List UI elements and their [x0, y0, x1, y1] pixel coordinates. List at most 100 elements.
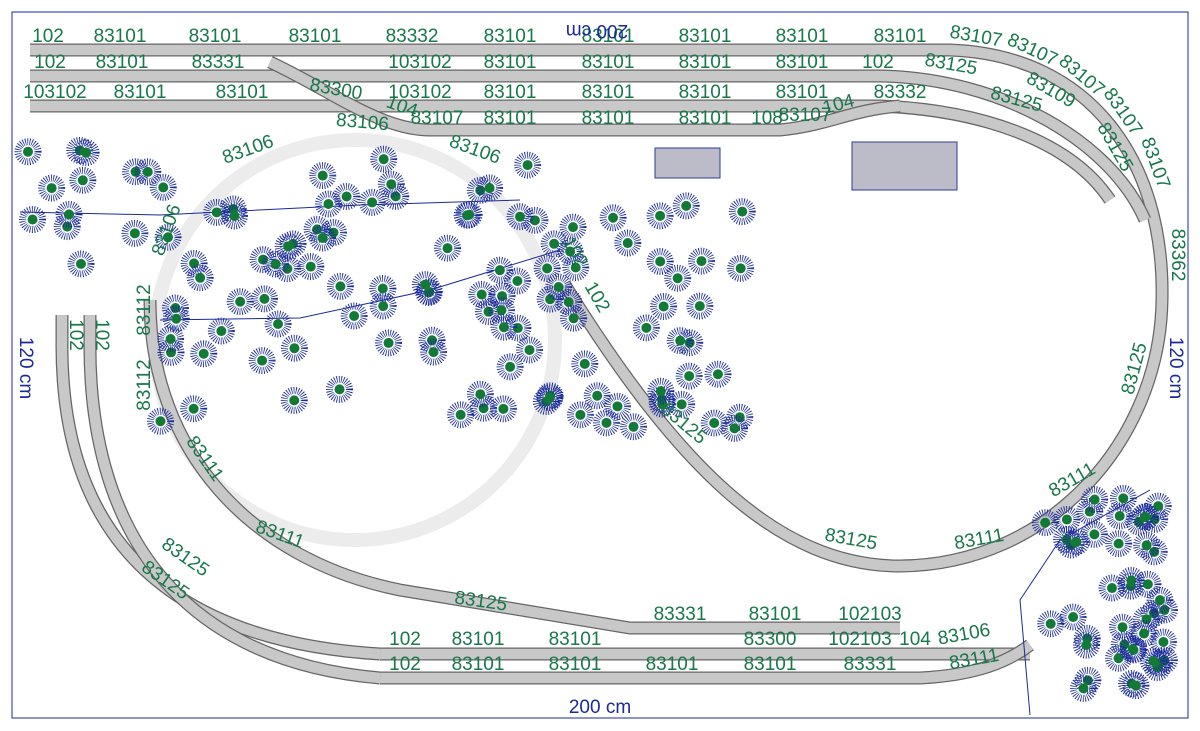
tree — [424, 286, 435, 297]
tree-crown — [447, 401, 475, 429]
tree-crown — [632, 314, 660, 342]
track-label: 83101 — [646, 654, 699, 675]
tree — [545, 294, 556, 305]
tree — [257, 355, 268, 366]
tree-crown — [583, 382, 611, 410]
track-label: 83101 — [189, 26, 242, 47]
tree-crown — [420, 338, 448, 366]
tree-crown — [309, 224, 337, 252]
track-label: 83101 — [96, 52, 149, 73]
tree — [273, 319, 284, 330]
tree-crown — [470, 394, 498, 422]
tree-crown — [69, 166, 97, 194]
tree-crown — [726, 403, 754, 431]
tree-crown — [1105, 530, 1133, 558]
track — [30, 44, 1168, 572]
tree-crown — [1080, 520, 1108, 548]
tree — [1106, 583, 1117, 594]
tree — [1154, 595, 1165, 606]
tree-crown — [369, 275, 397, 303]
tree-crown — [728, 198, 756, 226]
tree-crown — [1130, 620, 1158, 648]
tree-crown — [1109, 613, 1137, 641]
tree — [142, 166, 153, 177]
tree-crown — [556, 237, 584, 265]
track-label: 83101 — [549, 629, 602, 650]
tree-crown — [664, 264, 692, 292]
tree-crown — [1053, 506, 1081, 534]
track-label: 83332 — [874, 82, 927, 103]
tree — [386, 179, 397, 190]
track-label: 83101 — [452, 654, 505, 675]
tree-crown — [620, 413, 648, 441]
tree — [229, 211, 240, 222]
tree-crown — [1143, 654, 1171, 682]
building — [851, 141, 958, 191]
track-label: 83107 — [411, 108, 464, 129]
track-label: 103102 — [388, 52, 451, 73]
track — [30, 100, 1115, 203]
tree — [709, 418, 720, 429]
track — [84, 315, 381, 684]
tree-crown — [476, 174, 504, 202]
tree — [622, 238, 633, 249]
tree — [575, 409, 586, 420]
tree-crown — [1072, 631, 1100, 659]
tree-crown — [333, 183, 361, 211]
tree — [1061, 514, 1072, 525]
track — [56, 315, 381, 660]
tree — [529, 215, 540, 226]
tree — [317, 233, 328, 244]
tree-crown — [700, 409, 728, 437]
tree-crown — [280, 386, 308, 414]
tree — [579, 358, 590, 369]
track-label: 83101 — [452, 629, 505, 650]
tree — [317, 170, 328, 181]
tree — [735, 263, 746, 274]
track-label: 83101 — [679, 26, 732, 47]
track-label: 102103 — [828, 629, 891, 650]
track-label: 83101 — [776, 82, 829, 103]
tree — [1081, 640, 1092, 651]
tree — [75, 258, 86, 269]
tree — [1078, 683, 1089, 694]
tree — [608, 212, 619, 223]
tree — [478, 403, 489, 414]
tree — [1118, 493, 1129, 504]
tree — [544, 392, 555, 403]
tree — [496, 305, 507, 316]
tree — [628, 421, 639, 432]
tree — [694, 301, 705, 312]
tree — [1126, 575, 1137, 586]
track-label: 102 — [389, 629, 421, 650]
tree — [420, 279, 431, 290]
tree-crown — [411, 271, 439, 299]
tree-crown — [370, 145, 398, 173]
tree-crown — [1133, 531, 1161, 559]
dimension-right: 120 cm — [1165, 337, 1186, 399]
tree-crown — [134, 158, 162, 186]
tree-crown — [545, 273, 573, 301]
tree-crown — [121, 219, 149, 247]
tree — [612, 401, 623, 412]
track-label: 83101 — [744, 654, 797, 675]
tree-crown — [38, 174, 66, 202]
tree — [165, 347, 176, 358]
tree — [563, 296, 574, 307]
tree — [676, 399, 687, 410]
track-label: 83112 — [134, 359, 155, 410]
tree — [81, 147, 92, 158]
tree-crown — [262, 250, 290, 278]
track-label: 83300 — [744, 629, 797, 650]
tree — [378, 301, 389, 312]
tree — [1148, 656, 1159, 667]
tree-crown — [274, 232, 302, 260]
tree — [729, 423, 740, 434]
tree — [377, 283, 388, 294]
track-label: 83101 — [582, 52, 635, 73]
tree-crown — [533, 254, 561, 282]
track — [30, 70, 1150, 223]
tree — [498, 403, 509, 414]
track-label: 83331 — [192, 52, 245, 73]
